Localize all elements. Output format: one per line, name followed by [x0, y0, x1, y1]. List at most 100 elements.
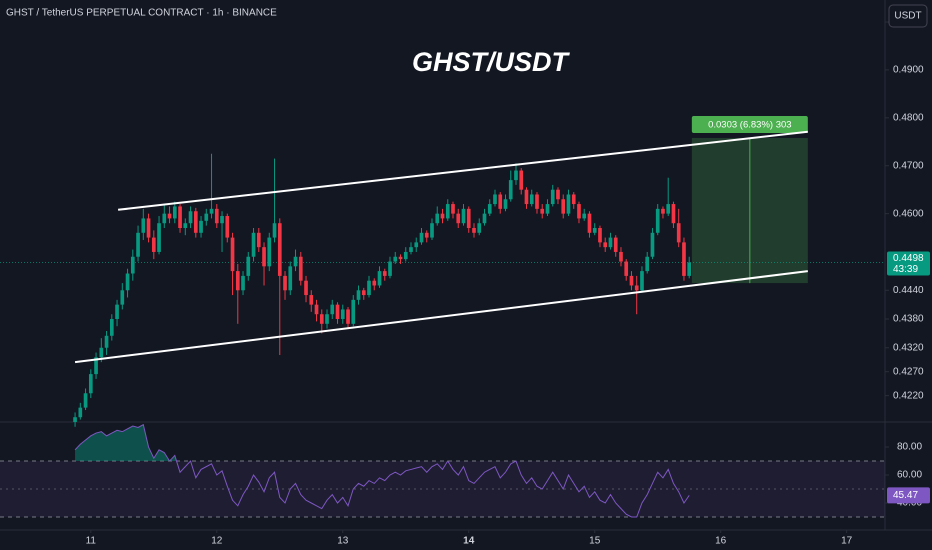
candle-body	[477, 223, 482, 233]
time-tick-label: 16	[715, 536, 727, 547]
candle-body	[571, 194, 576, 205]
candle-body	[151, 237, 156, 252]
candle-body	[608, 237, 613, 248]
candle-body	[398, 256, 403, 260]
candle-body	[587, 213, 592, 233]
candle-body	[188, 211, 193, 224]
candle-body	[356, 290, 361, 300]
candle-body	[309, 295, 314, 305]
candle-body	[508, 180, 513, 200]
time-tick-label: 12	[211, 536, 223, 547]
candle-body	[141, 218, 146, 233]
candle-body	[503, 199, 508, 209]
candle-body	[293, 256, 298, 267]
candle-body	[393, 256, 398, 262]
price-tick-label: 0.4440	[893, 285, 924, 296]
candle-body	[314, 304, 319, 315]
candle-body	[204, 213, 209, 221]
candle-body	[115, 304, 119, 320]
candle-body	[346, 309, 350, 324]
candle-body	[377, 271, 382, 286]
candle-body	[566, 194, 571, 214]
candle-body	[335, 304, 340, 320]
candle-body	[666, 204, 671, 214]
candle-body	[440, 213, 445, 219]
candle-body	[78, 407, 83, 418]
currency-button[interactable]: USDT	[894, 11, 921, 22]
candle-body	[267, 237, 272, 267]
candle-body	[157, 223, 161, 252]
candle-body	[414, 242, 419, 248]
position-label: 0.0303 (6.83%) 303	[708, 119, 791, 130]
candle-body	[183, 223, 188, 229]
candle-body	[246, 256, 251, 276]
candle-body	[99, 347, 104, 358]
candle-body	[487, 204, 492, 214]
candle-body	[136, 232, 140, 257]
candle-body	[172, 206, 177, 219]
candle-body	[461, 208, 466, 224]
candle-body	[493, 194, 497, 205]
candle-body	[550, 189, 555, 205]
candle-body	[193, 211, 198, 233]
candle-body	[251, 232, 256, 257]
candle-body	[109, 319, 114, 336]
candle-body	[403, 251, 408, 260]
last-price-box	[887, 251, 930, 276]
rsi-line	[74, 423, 690, 518]
candle-body	[603, 242, 608, 248]
candle-body	[577, 204, 581, 219]
candle-body	[340, 309, 345, 320]
candle-body	[529, 194, 534, 205]
candle-body	[482, 213, 487, 224]
candle-body	[445, 204, 450, 219]
candle-body	[167, 213, 172, 219]
time-tick-label: 13	[337, 536, 349, 547]
candle-body	[130, 256, 135, 274]
position-label-box	[691, 115, 808, 133]
candle-body	[430, 223, 434, 238]
candle-body	[419, 232, 424, 243]
candle-body	[330, 304, 335, 315]
price-tick-label: 0.4900	[893, 65, 924, 76]
candle-body	[262, 247, 266, 267]
price-tick-label: 0.4800	[893, 112, 924, 123]
rsi-band-fill	[0, 461, 885, 517]
candle-body	[582, 213, 587, 219]
candle-body	[613, 237, 618, 252]
candle-body	[634, 285, 639, 291]
candle-body	[199, 220, 203, 233]
candle-body	[361, 290, 366, 296]
price-tick-label: 0.4380	[893, 314, 924, 325]
currency-button-box[interactable]	[888, 4, 928, 28]
candle-body	[629, 275, 634, 286]
candle-body	[655, 208, 660, 233]
candle-body	[235, 271, 240, 291]
candle-body	[456, 213, 461, 224]
candle-body	[687, 262, 692, 276]
candle-body	[162, 213, 167, 224]
candle-body	[472, 228, 476, 233]
candle-body	[241, 275, 245, 291]
candle-body	[304, 280, 308, 296]
candle-body	[645, 256, 650, 272]
trendline	[117, 130, 808, 211]
candle-body	[650, 232, 655, 257]
candle-body	[298, 256, 303, 281]
time-tick-label: 14	[463, 536, 475, 547]
candle-body	[125, 273, 130, 291]
candle-body	[624, 261, 629, 276]
candle-body	[519, 170, 524, 190]
candle-body	[272, 223, 277, 238]
candle-body	[676, 223, 681, 243]
candle-body	[178, 206, 182, 229]
candle-body	[367, 280, 371, 296]
candle-body	[104, 335, 109, 348]
candle-body	[256, 232, 261, 248]
candle-body	[556, 189, 560, 200]
candle-body	[661, 208, 665, 214]
candle-body	[409, 247, 413, 252]
time-tick-label: 15	[589, 536, 601, 547]
